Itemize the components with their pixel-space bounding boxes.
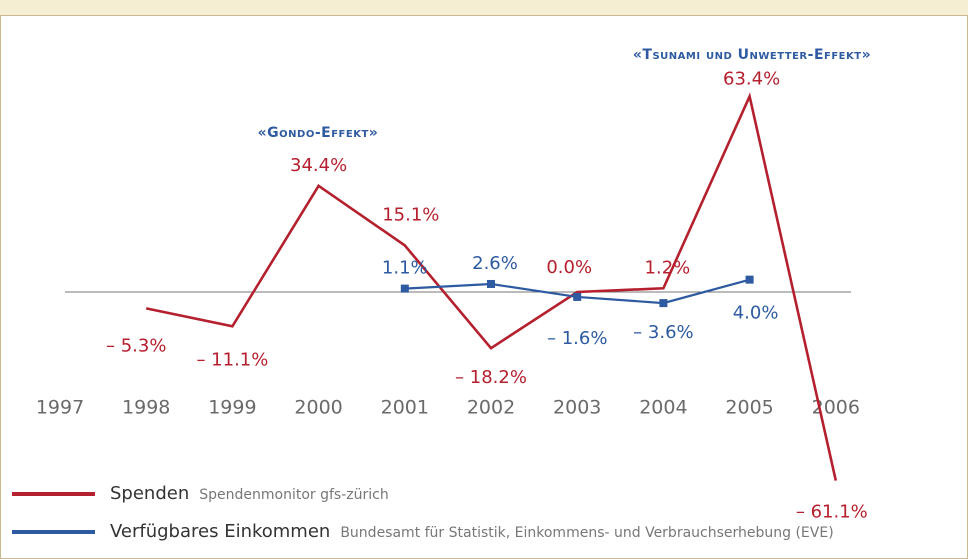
value-label: 2.6% <box>472 253 518 274</box>
point-marker <box>659 299 668 308</box>
value-label: – 3.6% <box>633 322 693 343</box>
point-marker <box>745 275 754 284</box>
x-tick-label: 1999 <box>208 397 256 419</box>
value-label: 1.2% <box>645 257 691 278</box>
value-label: 34.4% <box>290 155 347 176</box>
value-label: – 61.1% <box>796 502 868 523</box>
legend-source: Bundesamt für Statistik, Einkommens- und… <box>340 525 833 541</box>
header-band <box>0 0 968 15</box>
value-label: – 18.2% <box>455 367 527 388</box>
series-line <box>145 92 838 481</box>
annotation: «Tsunami und Unwetter-Effekt» <box>633 47 871 63</box>
x-tick-label: 2004 <box>639 397 687 419</box>
point-marker <box>400 284 409 293</box>
x-tick-label: 2002 <box>467 397 515 419</box>
x-tick-label: 2001 <box>381 397 429 419</box>
value-label: 0.0% <box>546 257 592 278</box>
value-label: 1.1% <box>382 258 428 279</box>
x-tick-label: 2005 <box>725 397 773 419</box>
value-label: 63.4% <box>723 68 780 89</box>
value-label: – 11.1% <box>196 349 268 370</box>
value-label: – 1.6% <box>547 328 607 349</box>
x-tick-label: 2003 <box>553 397 601 419</box>
legend-label: Spenden <box>110 483 189 504</box>
point-marker <box>487 279 495 288</box>
x-tick-label: 1998 <box>122 397 170 419</box>
point-marker <box>573 292 582 301</box>
x-tick-label: 2006 <box>812 397 860 419</box>
x-tick-label: 1997 <box>36 397 84 419</box>
legend-source: Spendenmonitor gfs-zürich <box>199 487 388 503</box>
value-label: 15.1% <box>382 204 439 225</box>
x-tick-label: 2000 <box>294 397 342 419</box>
legend-label: Verfügbares Einkommen <box>110 521 330 542</box>
value-label: – 5.3% <box>106 335 166 356</box>
value-label: 4.0% <box>733 303 779 324</box>
annotation: «Gondo-Effekt» <box>258 125 379 141</box>
